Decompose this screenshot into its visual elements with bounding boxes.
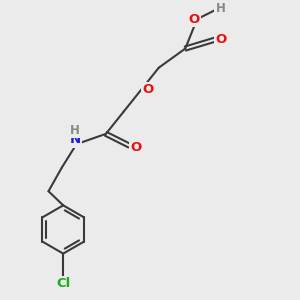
Text: N: N <box>69 133 80 146</box>
Text: H: H <box>70 124 80 136</box>
Text: Cl: Cl <box>56 278 70 290</box>
Text: O: O <box>216 33 227 46</box>
Text: O: O <box>188 13 200 26</box>
Text: O: O <box>142 83 153 96</box>
Text: O: O <box>130 141 142 154</box>
Text: H: H <box>216 2 226 15</box>
